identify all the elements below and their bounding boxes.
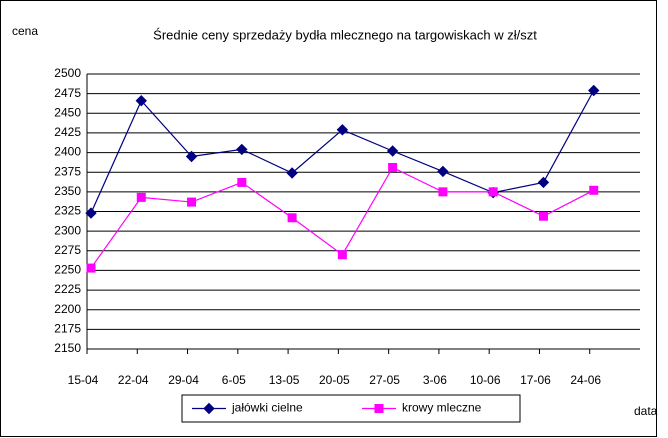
marker [588, 84, 600, 97]
x-tick-label: 6-05 [222, 373, 246, 387]
x-tick-label: 10-06 [470, 373, 501, 387]
y-tick-label: 2200 [54, 302, 81, 316]
y-tick-label: 2425 [54, 125, 81, 139]
legend-label: krowy mleczne [402, 401, 482, 415]
x-tick-label: 20-05 [319, 373, 350, 387]
x-tick-label: 29-04 [168, 373, 199, 387]
marker [336, 124, 349, 136]
y-tick-label: 2150 [54, 341, 81, 355]
x-tick-label: 27-05 [369, 373, 400, 387]
marker [386, 145, 399, 157]
marker [85, 207, 97, 219]
marker [388, 163, 398, 172]
marker [488, 187, 498, 197]
x-tick-label: 3-06 [423, 373, 447, 387]
x-tick-label: 22-04 [118, 373, 149, 387]
marker [537, 176, 550, 189]
marker [286, 167, 298, 179]
y-tick-label: 2325 [54, 204, 81, 218]
legend-marker [374, 404, 384, 413]
marker [237, 177, 247, 187]
marker [538, 211, 548, 221]
marker [437, 165, 449, 178]
y-tick-label: 2225 [54, 282, 81, 296]
marker [185, 150, 198, 163]
y-tick-label: 2300 [54, 223, 81, 237]
chart-title: Średnie ceny sprzedaży bydła mlecznego n… [153, 27, 537, 42]
marker [136, 192, 146, 202]
x-tick-label: 17-06 [520, 373, 551, 387]
legend-marker [203, 402, 215, 415]
y-tick-label: 2450 [54, 105, 81, 119]
legend-box [181, 394, 521, 423]
y-tick-label: 2175 [54, 322, 81, 336]
x-tick-label: 15-04 [68, 373, 99, 387]
marker [135, 95, 147, 107]
y-tick-label: 2375 [54, 164, 81, 178]
x-tick-label: 24-06 [570, 373, 601, 387]
marker [187, 197, 197, 207]
marker [438, 187, 448, 197]
marker [337, 250, 347, 260]
legend-label: jałówki cielne [231, 401, 303, 415]
x-tick-label: 13-05 [269, 373, 300, 387]
y-tick-label: 2400 [54, 145, 81, 159]
y-tick-label: 2500 [54, 66, 81, 80]
y-tick-label: 2250 [54, 263, 81, 277]
marker [589, 185, 599, 195]
y-tick-label: 2475 [54, 86, 81, 100]
marker [287, 213, 297, 223]
y-axis-label: cena [12, 24, 38, 38]
marker [86, 263, 96, 273]
y-tick-label: 2275 [54, 243, 81, 257]
marker [236, 143, 248, 156]
x-axis-label: data [634, 404, 658, 418]
y-tick-label: 2350 [54, 184, 81, 198]
